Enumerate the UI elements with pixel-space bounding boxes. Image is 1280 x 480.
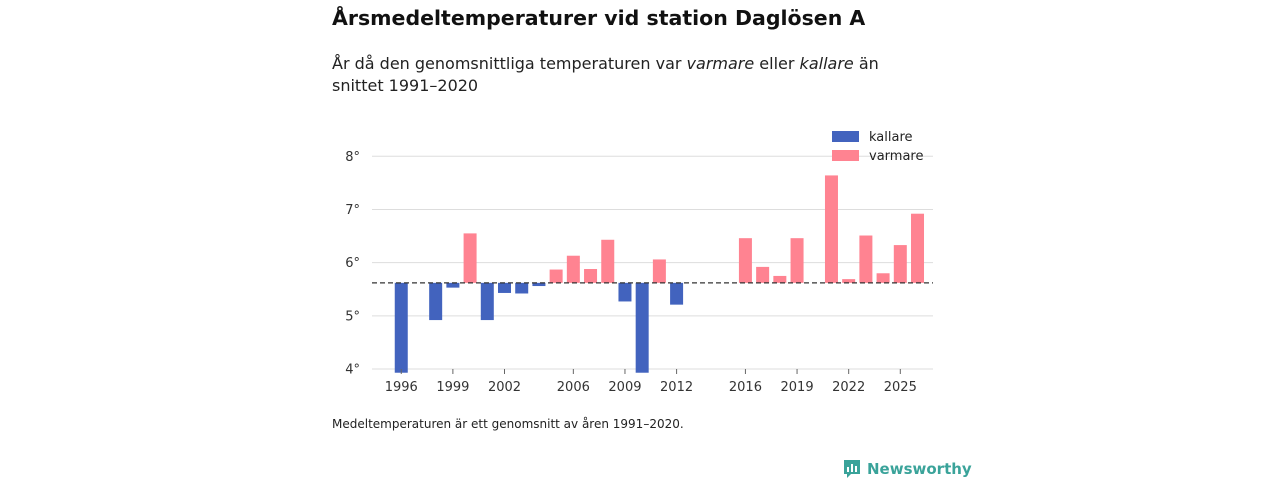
bar-2000 xyxy=(463,233,477,283)
bar-1996 xyxy=(394,282,408,373)
bar-2023 xyxy=(859,235,873,283)
x-tick-label: 2002 xyxy=(488,380,521,395)
y-tick-label: 5° xyxy=(345,309,360,324)
bar-2004 xyxy=(532,282,546,287)
x-tick-label: 2025 xyxy=(884,380,917,395)
bar-2005 xyxy=(549,269,563,283)
bar-2001 xyxy=(480,282,494,321)
y-tick-label: 4° xyxy=(345,363,360,378)
x-tick-label: 2016 xyxy=(729,380,762,395)
bar-2006 xyxy=(566,255,580,283)
chart-title: Årsmedeltemperaturer vid station Daglöse… xyxy=(332,6,866,30)
x-tick-label: 1999 xyxy=(436,380,469,395)
x-tick-label: 2019 xyxy=(781,380,814,395)
bar-2016 xyxy=(738,238,752,283)
bar-2021 xyxy=(824,175,838,283)
subtitle-cold-word: kallare xyxy=(799,54,854,73)
legend-swatch-kallare xyxy=(832,131,859,142)
y-tick-label: 8° xyxy=(345,150,360,165)
bar-2019 xyxy=(790,238,804,283)
brand[interactable]: Newsworthy xyxy=(842,458,972,480)
bar-2009 xyxy=(618,282,632,302)
y-tick-label: 6° xyxy=(345,256,360,271)
bar-2012 xyxy=(670,282,684,305)
bar-2007 xyxy=(584,269,598,283)
x-tick-label: 2012 xyxy=(660,380,693,395)
bar-2017 xyxy=(756,266,770,283)
bar-2003 xyxy=(515,282,529,294)
y-tick-label: 7° xyxy=(345,203,360,218)
legend-label-kallare: kallare xyxy=(869,130,913,145)
legend-label-varmare: varmare xyxy=(869,149,923,164)
x-tick-label: 2009 xyxy=(608,380,641,395)
brand-name: Newsworthy xyxy=(867,460,972,478)
bar-2024 xyxy=(876,273,890,283)
x-tick-label: 2022 xyxy=(832,380,865,395)
x-tick-label: 2006 xyxy=(557,380,590,395)
bar-2025 xyxy=(893,245,907,283)
bar-2008 xyxy=(601,239,615,283)
subtitle-warm-word: varmare xyxy=(686,54,755,73)
bar-2022 xyxy=(842,279,856,283)
footnote: Medeltemperaturen är ett genomsnitt av å… xyxy=(332,417,684,431)
bar-2011 xyxy=(652,259,666,283)
subtitle-text-middle: eller xyxy=(754,54,800,73)
subtitle-text-before: År då den genomsnittliga temperaturen va… xyxy=(332,54,687,73)
bar-2002 xyxy=(498,282,512,293)
bar-2026 xyxy=(911,213,925,283)
legend-swatch-varmare xyxy=(832,150,859,161)
bar-2010 xyxy=(635,282,649,373)
newsworthy-logo-icon xyxy=(844,460,860,478)
bar-2018 xyxy=(773,275,787,283)
x-tick-label: 1996 xyxy=(385,380,418,395)
bar-1999 xyxy=(446,282,460,288)
chart-subtitle: År då den genomsnittliga temperaturen va… xyxy=(332,53,932,97)
bar-1998 xyxy=(429,282,443,321)
subtitle-text-after: än snittet 1991–2020 xyxy=(332,54,879,95)
